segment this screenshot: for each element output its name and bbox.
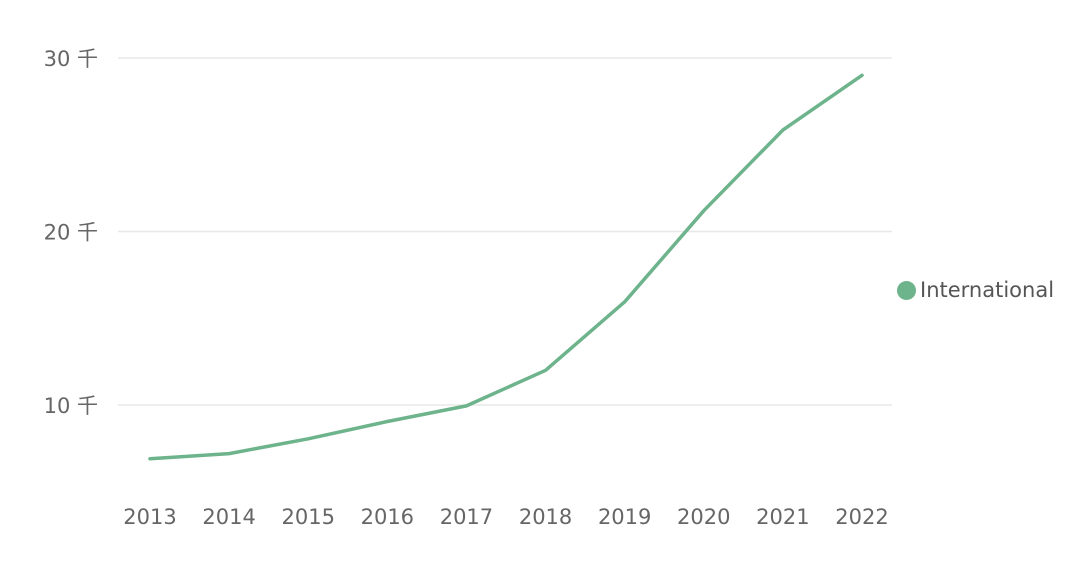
y-tick-label: 20 千: [44, 221, 98, 245]
x-tick-label: 2013: [123, 505, 176, 529]
y-tick-label: 10 千: [44, 394, 98, 418]
grid-layer: [118, 57, 892, 406]
x-tick-label: 2021: [756, 505, 809, 529]
x-tick-label: 2018: [519, 505, 572, 529]
x-axis: 2013 2014 2015 2016 2017 2018 2019 2020 2021 2022: [123, 505, 888, 529]
x-tick-label: 2014: [202, 505, 255, 529]
legend-swatch: [897, 280, 916, 300]
x-tick-label: 2016: [361, 505, 414, 529]
x-tick-label: 2022: [835, 505, 888, 529]
y-tick-label: 30 千: [44, 47, 98, 71]
x-tick-label: 2019: [598, 505, 651, 529]
x-tick-label: 2017: [440, 505, 493, 529]
legend: International: [897, 278, 1054, 302]
x-tick-label: 2015: [281, 505, 334, 529]
x-tick-label: 2020: [677, 505, 730, 529]
series-line-international: [148, 73, 864, 461]
series-layer: [148, 73, 864, 461]
legend-label-international: International: [920, 278, 1055, 302]
y-axis: 10 千 20 千 30 千: [44, 47, 98, 418]
